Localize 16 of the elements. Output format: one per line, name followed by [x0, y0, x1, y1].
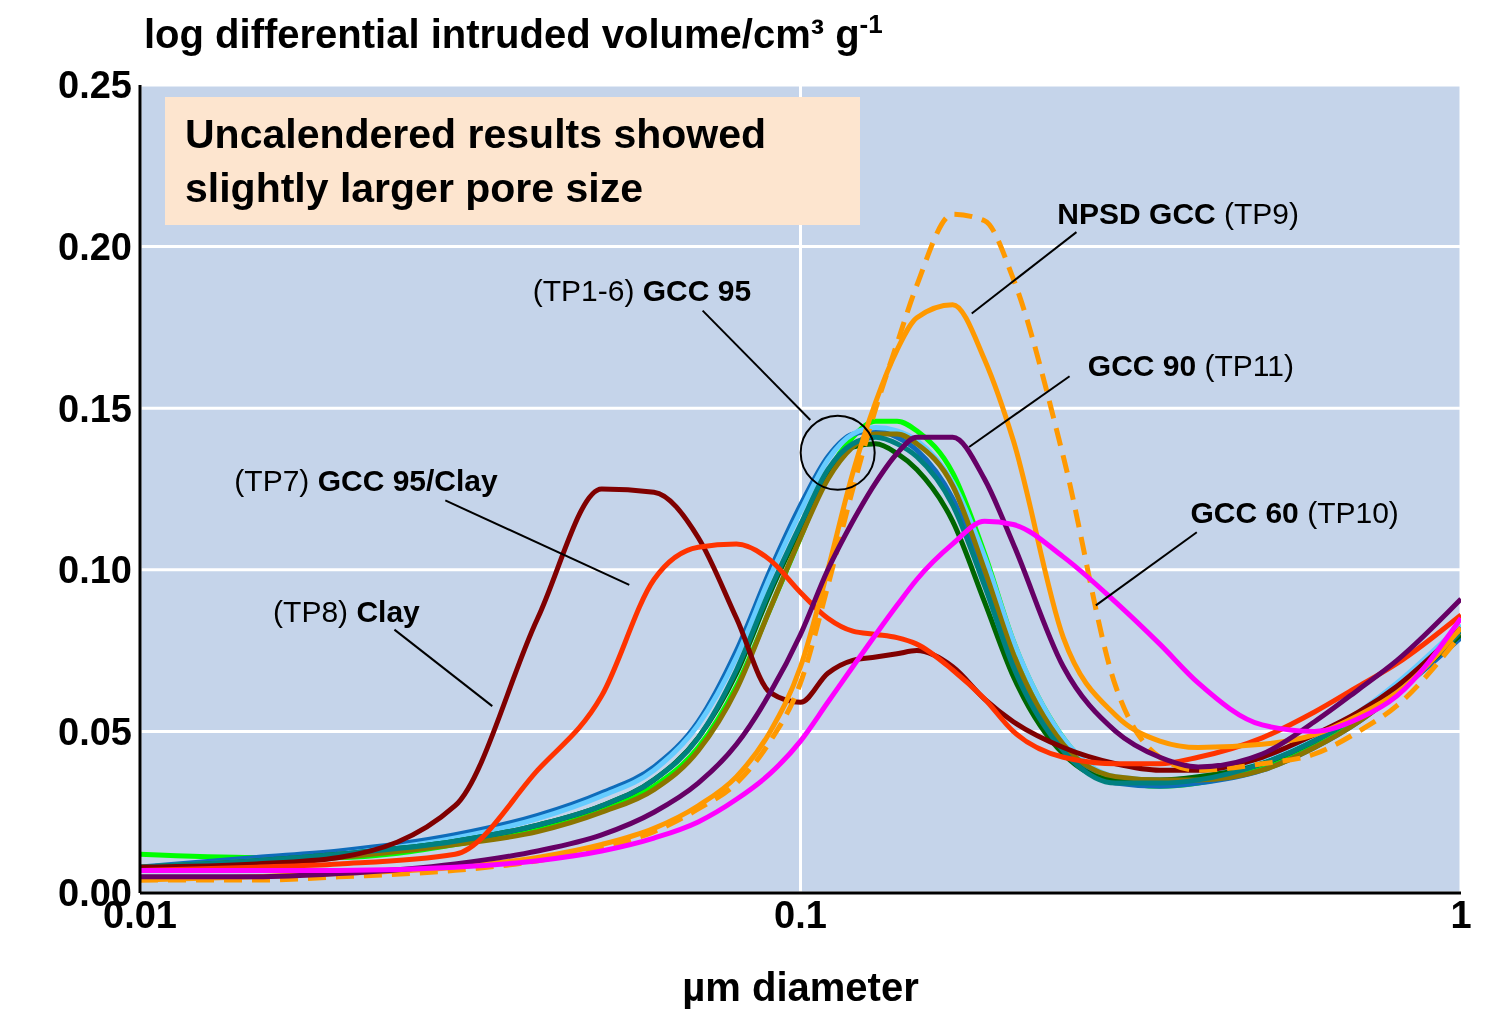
- x-tick-label: 1: [1450, 893, 1472, 936]
- annotation: GCC 90 (TP11): [1087, 349, 1295, 383]
- y-tick-label: 0.15: [58, 387, 132, 430]
- y-tick-label: 0.10: [58, 549, 132, 592]
- y-tick-label: 0.05: [58, 710, 132, 753]
- annotation: (TP8) Clay: [273, 594, 421, 628]
- y-tick-label: 0.25: [58, 64, 132, 107]
- annotation: Uncalendered results showed slightly larger pore size: [165, 97, 860, 225]
- y-axis-title: log differential intruded volume/cm³ g$^{-1}$: [144, 9, 883, 56]
- y-tick-label: 0.20: [58, 226, 132, 269]
- annotation: (TP1-6) GCC 95: [532, 273, 752, 307]
- annotation: (TP7) GCC 95/Clay: [234, 463, 499, 497]
- x-axis-title: µm diameter: [682, 965, 919, 1009]
- annotation: GCC 60 (TP10): [1190, 496, 1399, 530]
- annotation: NPSD GCC (TP9): [1057, 197, 1300, 231]
- x-tick-label: 0.1: [774, 893, 827, 936]
